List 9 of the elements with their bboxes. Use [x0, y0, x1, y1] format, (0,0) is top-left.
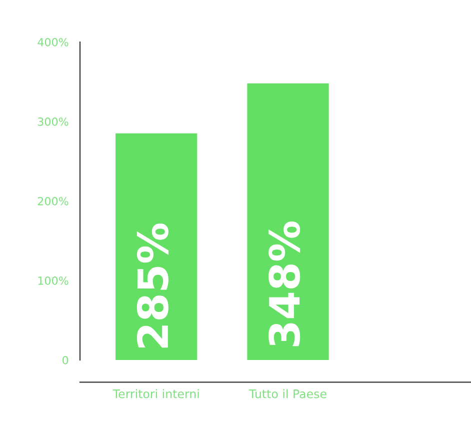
x-tick-label: Tutto il Paese — [248, 389, 326, 398]
y-tick-label: 0 — [62, 356, 68, 364]
y-tick-label: 300% — [38, 117, 68, 126]
y-tick-label: 100% — [38, 276, 68, 285]
x-tick-label: Territori interni — [112, 389, 199, 398]
data-label: 348% — [268, 222, 300, 346]
y-tick-label: 400% — [38, 38, 68, 46]
data-label: 285% — [136, 224, 168, 348]
y-tick-label: 200% — [38, 196, 68, 206]
